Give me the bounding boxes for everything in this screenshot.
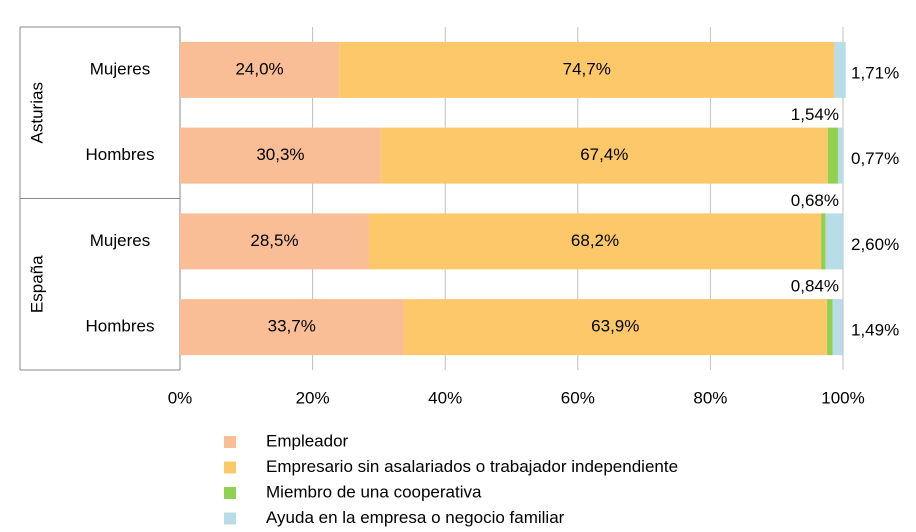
bar-segment xyxy=(832,299,843,356)
x-tick-label: 20% xyxy=(296,388,330,407)
data-label: 1,71% xyxy=(851,63,899,82)
data-label: 0,84% xyxy=(791,277,839,296)
bar-segment xyxy=(827,299,833,356)
bar-segment xyxy=(339,41,835,98)
data-label: 63,9% xyxy=(591,317,639,336)
bar-segment xyxy=(821,213,826,270)
legend-swatch xyxy=(224,512,236,525)
data-label: 28,5% xyxy=(250,231,298,250)
x-tick-label: 0% xyxy=(168,388,193,407)
data-label: 67,4% xyxy=(580,145,628,164)
category-label: Mujeres xyxy=(90,59,150,78)
data-label: 68,2% xyxy=(571,231,619,250)
legend-swatch xyxy=(224,487,236,499)
bar-segment xyxy=(403,299,828,356)
category-label: Mujeres xyxy=(90,231,150,250)
bar-segment xyxy=(180,127,381,184)
data-label: 30,3% xyxy=(256,145,304,164)
category-label: Hombres xyxy=(86,145,155,164)
bar-segment xyxy=(180,41,340,98)
legend-label: Miembro de una cooperativa xyxy=(266,482,482,501)
bar-segment xyxy=(827,127,838,184)
data-label: 0,77% xyxy=(851,149,899,168)
data-label: 33,7% xyxy=(268,317,316,336)
x-tick-label: 40% xyxy=(428,388,462,407)
bar-segment xyxy=(180,213,369,270)
legend-label: Empresario sin asalariados o trabajador … xyxy=(266,457,678,476)
data-label: 74,7% xyxy=(563,59,611,78)
group-label: Asturias xyxy=(27,82,46,143)
x-tick-label: 80% xyxy=(693,388,727,407)
data-label: 1,54% xyxy=(791,105,839,124)
bar-segment xyxy=(834,41,846,98)
category-label: Hombres xyxy=(86,317,155,336)
legend-label: Ayuda en la empresa o negocio familiar xyxy=(266,508,565,527)
data-label: 24,0% xyxy=(235,59,283,78)
group-label: España xyxy=(27,255,46,313)
bar-segment xyxy=(825,213,843,270)
legend-swatch xyxy=(224,461,236,474)
bar-segment xyxy=(368,213,822,270)
bar-segment xyxy=(380,127,828,184)
legend-label: Empleador xyxy=(266,431,349,450)
data-label: 2,60% xyxy=(851,235,899,254)
x-tick-label: 60% xyxy=(561,388,595,407)
data-label: 1,49% xyxy=(851,321,899,340)
bar-segment xyxy=(180,299,404,356)
x-tick-label: 100% xyxy=(821,388,864,407)
legend-swatch xyxy=(224,436,236,448)
data-label: 0,68% xyxy=(791,191,839,210)
bar-segment xyxy=(837,127,844,184)
